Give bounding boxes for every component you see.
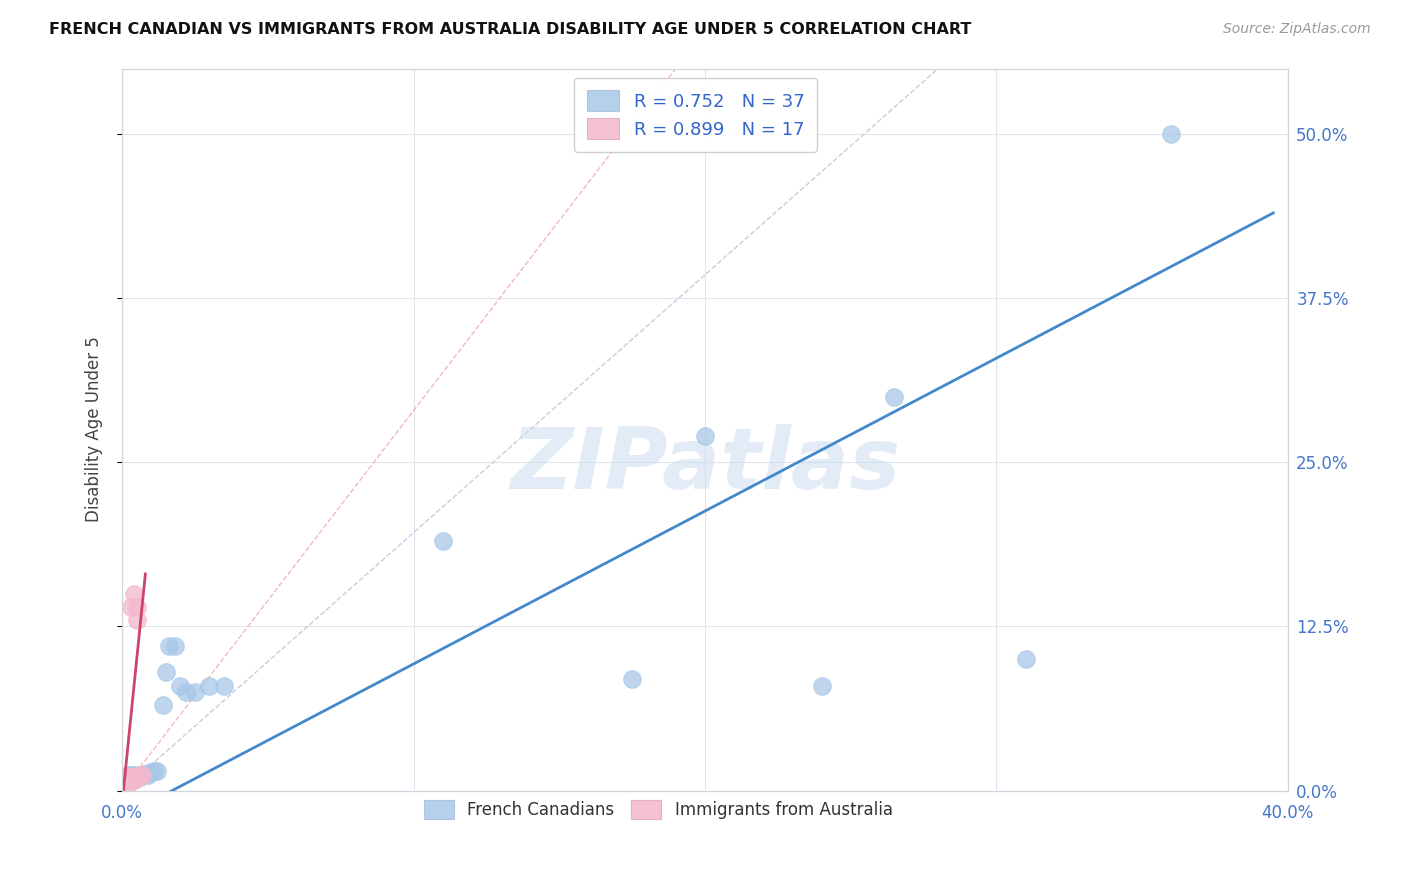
Point: [120, 599, 142, 614]
Point: [125, 613, 148, 627]
Point: [157, 639, 180, 653]
Point: [174, 685, 197, 699]
Text: FRENCH CANADIAN VS IMMIGRANTS FROM AUSTRALIA DISABILITY AGE UNDER 5 CORRELATION : FRENCH CANADIAN VS IMMIGRANTS FROM AUSTR…: [49, 22, 972, 37]
Point: [117, 768, 139, 782]
Legend: French Canadians, Immigrants from Australia: French Canadians, Immigrants from Austra…: [418, 793, 900, 826]
Point: [117, 772, 139, 786]
Point: [131, 768, 153, 782]
Point: [114, 771, 136, 785]
Text: Source: ZipAtlas.com: Source: ZipAtlas.com: [1223, 22, 1371, 37]
Point: [143, 764, 166, 778]
Point: [120, 773, 142, 788]
Point: [212, 679, 235, 693]
Point: [114, 777, 136, 791]
Point: [117, 771, 139, 785]
Point: [128, 768, 150, 782]
Point: [128, 771, 150, 785]
Point: [122, 768, 145, 782]
Point: [125, 599, 148, 614]
Point: [114, 773, 136, 788]
Point: [134, 766, 156, 780]
Point: [152, 698, 174, 713]
Point: [693, 429, 716, 443]
Point: [122, 773, 145, 788]
Point: [125, 769, 148, 783]
Point: [117, 773, 139, 788]
Point: [128, 771, 150, 785]
Point: [621, 672, 644, 686]
Point: [1160, 127, 1182, 141]
Point: [122, 587, 145, 601]
Point: [163, 639, 186, 653]
Point: [432, 534, 454, 549]
Point: [131, 768, 153, 782]
Point: [810, 679, 832, 693]
Point: [117, 777, 139, 791]
Point: [122, 771, 145, 785]
Point: [136, 768, 159, 782]
Point: [120, 771, 142, 785]
Text: ZIPatlas: ZIPatlas: [510, 425, 900, 508]
Y-axis label: Disability Age Under 5: Disability Age Under 5: [86, 336, 103, 523]
Point: [120, 771, 142, 785]
Point: [122, 771, 145, 785]
Point: [114, 773, 136, 788]
Point: [120, 772, 142, 786]
Point: [146, 764, 169, 778]
Point: [125, 771, 148, 785]
Point: [184, 685, 207, 699]
Point: [155, 665, 177, 680]
Point: [120, 768, 142, 782]
Point: [141, 765, 163, 780]
Point: [1014, 652, 1036, 666]
Point: [122, 773, 145, 788]
Point: [198, 679, 221, 693]
Point: [883, 390, 905, 404]
Point: [125, 771, 148, 785]
Point: [128, 768, 150, 782]
Point: [117, 773, 139, 788]
Point: [169, 679, 191, 693]
